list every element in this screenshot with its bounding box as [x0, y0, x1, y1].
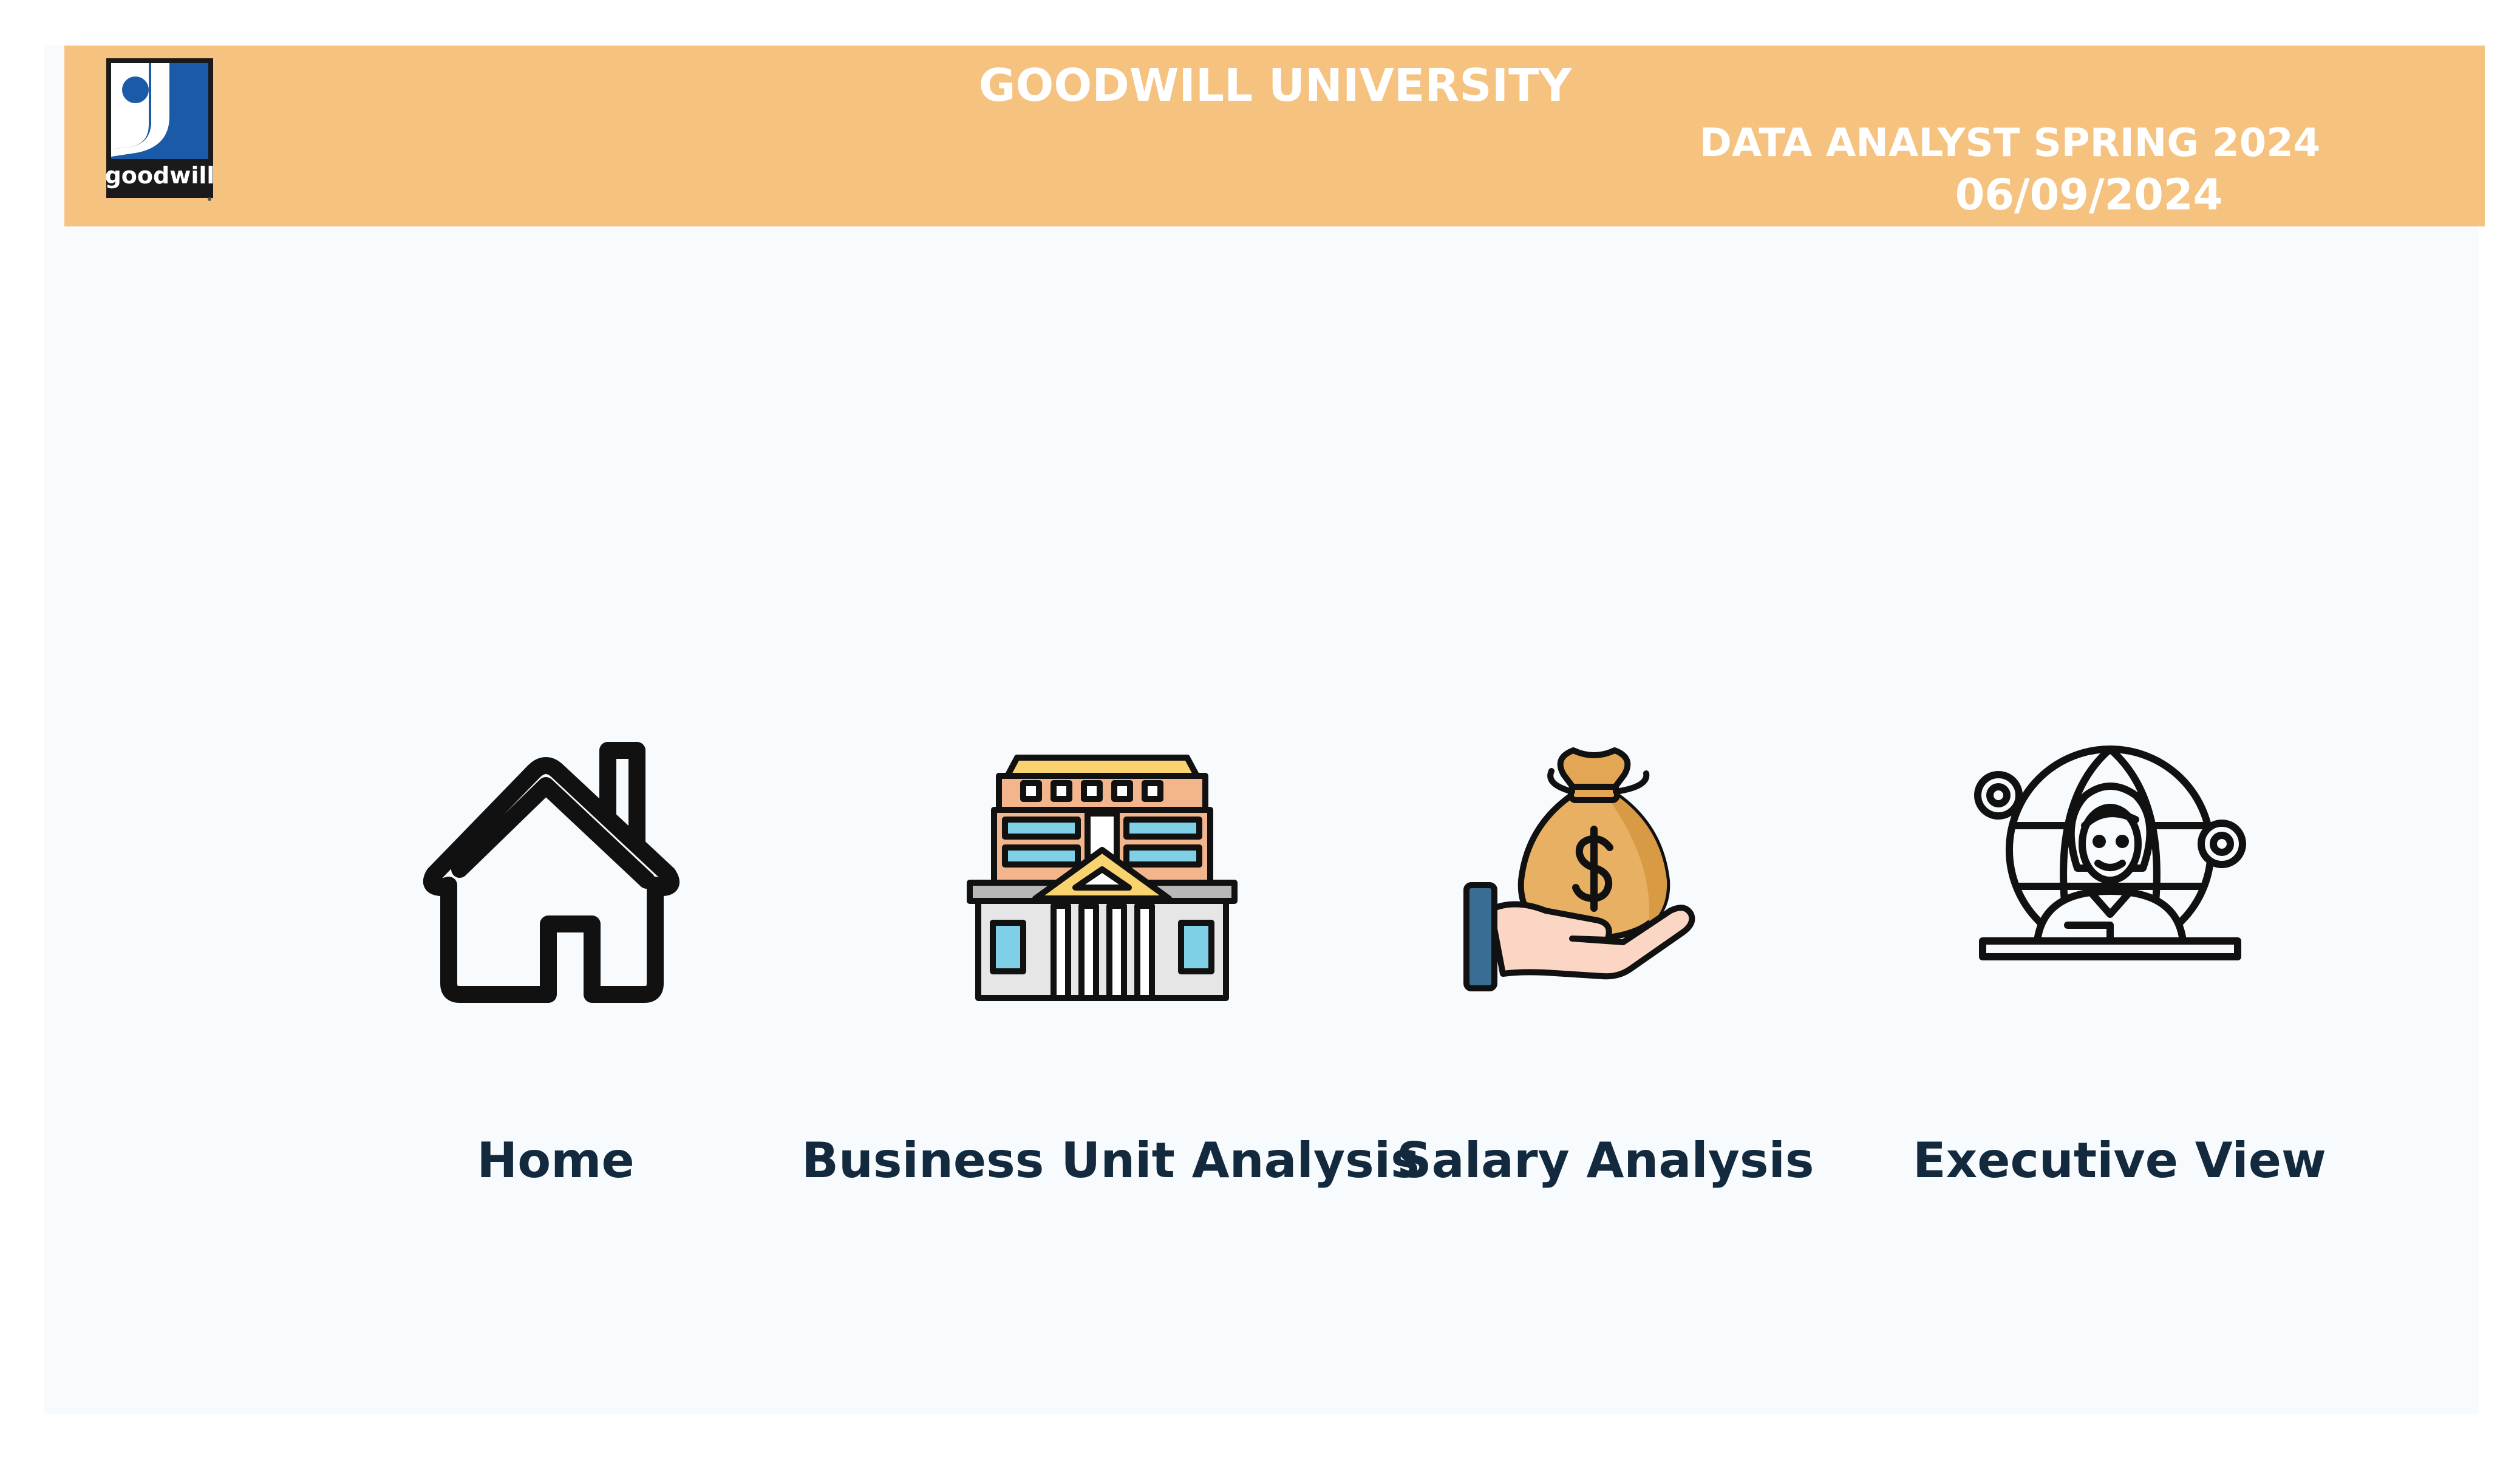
logo-wordmark: goodwill	[106, 162, 213, 189]
executive-globe-icon[interactable]	[1970, 728, 2250, 1008]
goodwill-logo: goodwill	[106, 58, 213, 201]
money-bag-icon[interactable]	[1454, 728, 1734, 1008]
house-icon[interactable]	[416, 728, 695, 1008]
nav-business-unit-analysis-label[interactable]: Business Unit Analysis	[802, 1132, 1420, 1189]
nav-executive-view-label[interactable]: Executive View	[1913, 1132, 2326, 1189]
building-icon[interactable]	[962, 728, 1242, 1008]
nav-home-label[interactable]: Home	[477, 1132, 635, 1189]
report-canvas	[44, 46, 2479, 1415]
report-date: 06/09/2024	[1955, 170, 2223, 220]
page-subtitle: DATA ANALYST SPRING 2024	[1699, 121, 2321, 166]
page-title: GOODWILL UNIVERSITY	[978, 59, 1572, 112]
header-banner	[64, 46, 2485, 226]
nav-salary-analysis-label[interactable]: Salary Analysis	[1397, 1132, 1814, 1189]
